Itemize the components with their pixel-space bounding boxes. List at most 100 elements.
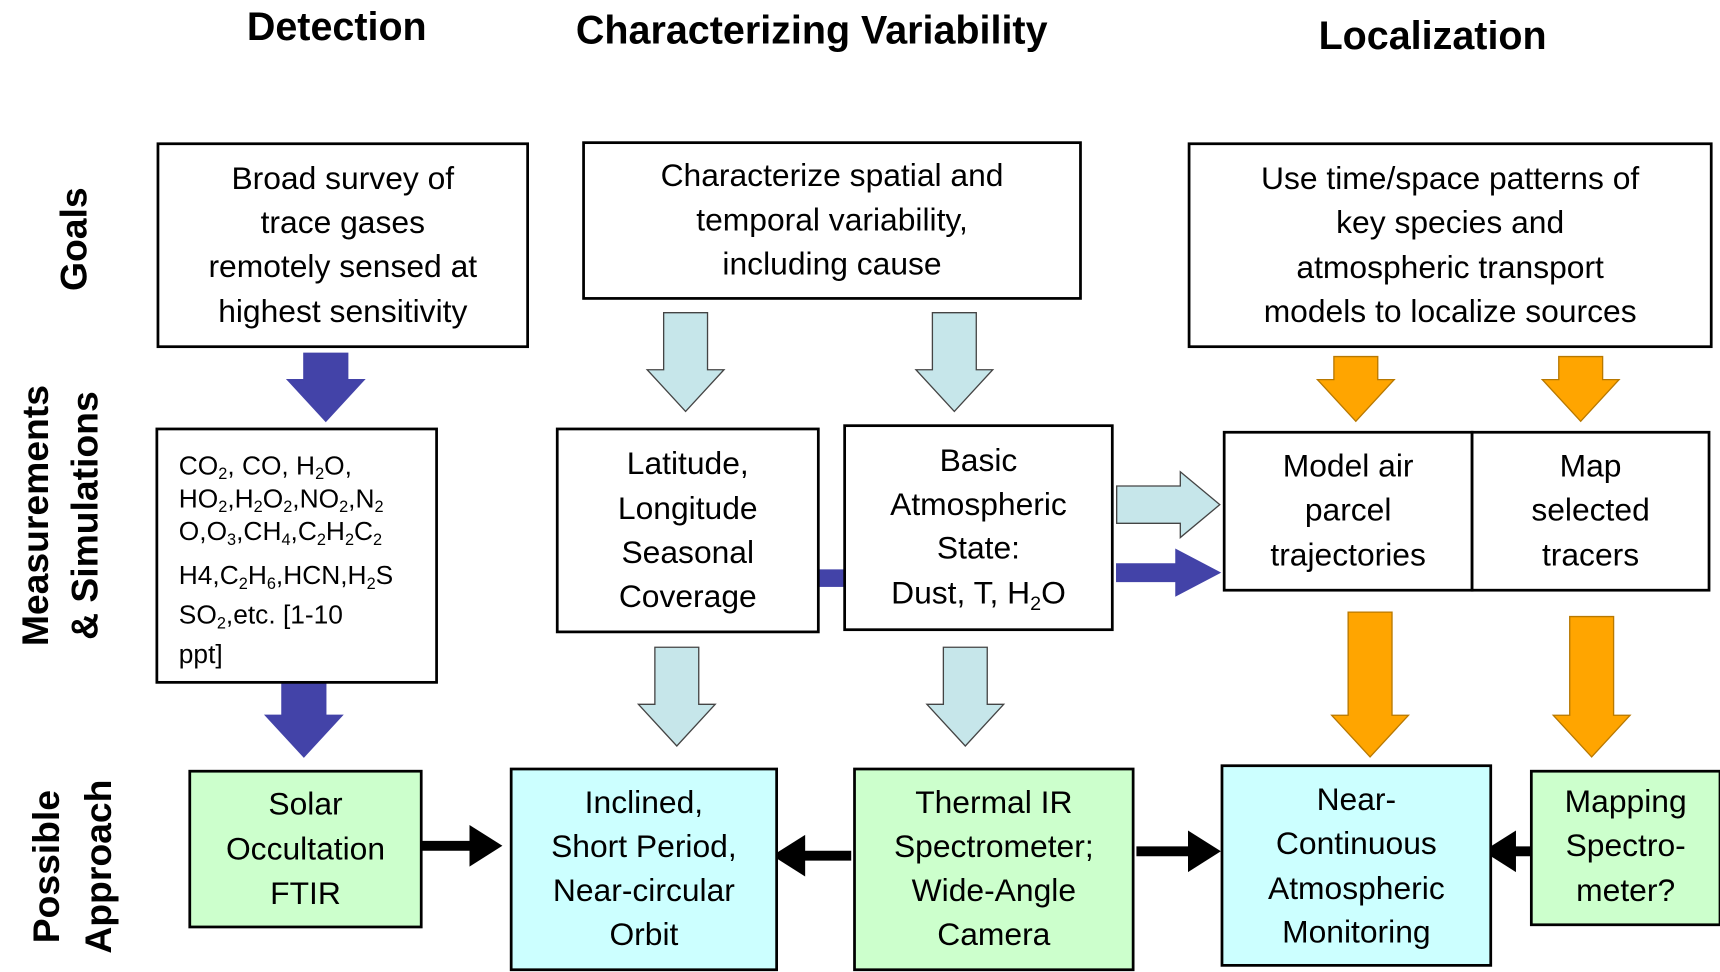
text-part: Dust, T, H — [891, 575, 1030, 611]
box-text: Atmospheric — [1268, 870, 1445, 906]
box-text: Solar — [268, 786, 343, 822]
box-text: Coverage — [619, 578, 757, 614]
box-text: Longitude — [618, 491, 758, 527]
box-text: key species and — [1336, 204, 1564, 240]
text-part: Atmospheric — [890, 486, 1067, 522]
box-text: temporal variability, — [696, 202, 968, 238]
block-arrow — [914, 312, 995, 413]
text-part: Continuous — [1276, 825, 1437, 861]
row-label: Possible — [25, 790, 67, 943]
text-part: including cause — [722, 246, 941, 282]
box — [1220, 764, 1493, 967]
box — [188, 769, 423, 929]
subscript: 2 — [345, 531, 354, 549]
block-arrow — [925, 646, 1006, 747]
box — [555, 427, 820, 634]
subscript: 2 — [374, 498, 383, 516]
box-text: meter? — [1576, 872, 1675, 908]
text-part: Latitude, — [627, 446, 749, 482]
box-text: Map — [1560, 448, 1622, 484]
box-text: Spectrometer; — [894, 828, 1094, 864]
box-text: HO2​,H2​O2​,NO2​,N2​ — [179, 483, 384, 516]
text-part: Solar — [268, 786, 343, 822]
subscript: 4 — [281, 531, 290, 549]
text-part: atmospheric transport — [1296, 249, 1604, 285]
box — [156, 142, 529, 349]
text-part: Near-circular — [553, 872, 735, 908]
box-text: highest sensitivity — [218, 293, 467, 329]
box-text: State: — [937, 530, 1020, 566]
text-part: Spectrometer; — [894, 828, 1094, 864]
text-part: O,O — [179, 516, 227, 546]
text-part: models to localize sources — [1264, 293, 1637, 329]
subscript: 3 — [227, 531, 236, 549]
black-arrow-head — [1483, 830, 1516, 873]
text-part: C — [354, 516, 373, 546]
box-text: Use time/space patterns of — [1261, 160, 1639, 196]
box-text: Orbit — [609, 916, 678, 952]
black-arrow-head — [772, 834, 806, 877]
black-arrow-head — [1187, 830, 1221, 873]
text-part: Orbit — [609, 916, 678, 952]
box-text: Continuous — [1276, 825, 1437, 861]
text-part: CO — [179, 450, 218, 480]
box-text: FTIR — [270, 876, 341, 912]
text-part: HO — [179, 483, 218, 513]
box-text: atmospheric transport — [1296, 249, 1604, 285]
subscript: 2 — [239, 575, 248, 593]
box — [1470, 430, 1711, 592]
text-part: H4,C — [179, 560, 239, 590]
row-label: & Simulations — [64, 391, 106, 640]
subscript: 2 — [283, 498, 292, 516]
text-part: O — [1041, 575, 1066, 611]
text-part: FTIR — [270, 876, 341, 912]
subscript: 2 — [317, 531, 326, 549]
box-text: tracers — [1542, 537, 1639, 573]
column-header: Detection — [247, 5, 427, 49]
box-text: Dust, T, H2​O — [891, 575, 1066, 615]
text-part: remotely sensed at — [208, 248, 477, 284]
text-part: Occultation — [226, 831, 385, 867]
subscript: 2 — [218, 498, 227, 516]
subscript: 2 — [217, 615, 226, 633]
column-header: Characterizing Variability — [576, 8, 1048, 52]
box-text: selected — [1531, 492, 1649, 528]
box-text: Thermal IR — [915, 785, 1072, 821]
text-part: ,N — [348, 483, 374, 513]
text-part: Camera — [937, 916, 1050, 952]
text-part: SO — [179, 599, 217, 629]
block-arrow — [1330, 611, 1410, 758]
text-part: ,HCN,H — [276, 560, 367, 590]
text-part: H — [326, 516, 345, 546]
block-arrow — [1116, 470, 1221, 539]
row-label: Approach — [77, 780, 119, 954]
box-text: Broad survey of — [231, 160, 454, 196]
text-part: temporal variability, — [696, 202, 968, 238]
text-part: , CO, H — [227, 450, 315, 480]
box — [843, 424, 1114, 632]
text-part: Broad survey of — [231, 160, 454, 196]
box-text: including cause — [722, 246, 941, 282]
text-part: Model air — [1283, 448, 1414, 484]
subscript: 2 — [373, 531, 382, 549]
text-part: trace gases — [261, 204, 425, 240]
text-part: Thermal IR — [915, 785, 1072, 821]
box-text: Model air — [1283, 448, 1414, 484]
box — [509, 767, 779, 972]
box — [853, 767, 1135, 972]
text-part: State: — [937, 530, 1020, 566]
connector — [816, 569, 847, 587]
text-part: Monitoring — [1282, 914, 1430, 950]
text-part: ,C — [291, 516, 317, 546]
subscript: 2 — [1030, 593, 1041, 615]
text-part: Coverage — [619, 578, 757, 614]
subscript: 2 — [218, 466, 227, 484]
text-part: parcel — [1305, 492, 1392, 528]
text-part: Use time/space patterns of — [1261, 160, 1639, 196]
text-part: H — [248, 560, 267, 590]
box-text: Mapping — [1565, 784, 1687, 820]
block-arrow — [285, 352, 366, 423]
subscript: 2 — [367, 575, 376, 593]
box-text: O,O3​,CH4​,C2​H2​C2​ — [179, 516, 382, 549]
block-arrow — [1551, 615, 1632, 758]
